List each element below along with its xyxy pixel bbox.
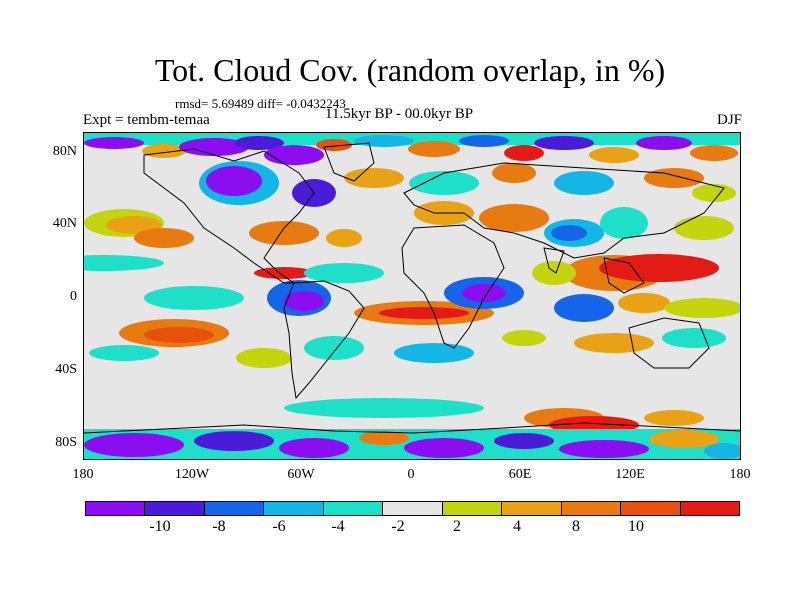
colorbar-segment [442,502,503,515]
tropical-anomaly [84,254,740,325]
southeast-asia-outline [603,257,645,294]
australia-outline [628,317,710,369]
colorbar-segment [323,502,384,515]
lat-label-80s: 80S [55,435,77,450]
southern-subtropical-anomaly [89,319,726,368]
experiment-label: Expt = tembm-temaa [83,112,210,128]
rmsd-diff-stats: rmsd= 5.69489 diff= -0.0432243 [175,96,346,111]
lat-label-40n: 40N [52,216,77,231]
southern-ocean-anomaly [84,398,740,459]
lon-label-60w: 60W [287,467,315,482]
colorbar-label-neg4: -4 [331,518,345,535]
colorbar-segment [621,502,681,515]
north-america-outline [143,148,315,284]
colorbar [85,501,740,516]
colorbar-segment [502,502,562,515]
india-outline [543,247,565,274]
lat-label-80n: 80N [52,144,77,159]
lat-label-equator: 0 [70,289,77,304]
colorbar-label-8: 8 [572,518,580,535]
colorbar-label-4: 4 [513,518,521,535]
lon-label-180w: 180 [72,467,94,482]
greenland-outline [323,142,375,182]
lat-label-40s: 40S [55,362,77,377]
colorbar-segment [264,502,324,515]
colorbar-segment [86,502,146,515]
lon-label-120w: 120W [174,467,210,482]
period-label: 11.5kyr BP - 00.0kyr BP [325,106,474,122]
lon-label-60e: 60E [508,467,532,482]
world-map-panel [83,132,741,460]
northern-midlatitude-anomaly [84,201,734,248]
europe-asia-outline [403,162,725,259]
lon-label-0: 0 [407,467,415,482]
colorbar-label-10: 10 [628,518,644,535]
colorbar-segment [383,502,443,515]
south-america-outline [283,280,365,400]
colorbar-segment [680,502,739,515]
cloud-cover-difference-map [84,133,740,459]
africa-outline [401,224,505,349]
season-label: DJF [716,112,742,128]
colorbar-label-neg8: -8 [212,518,226,535]
lon-label-120e: 120E [615,467,645,482]
colorbar-label-2: 2 [453,518,461,535]
antarctica-outline [84,422,740,434]
plot-title: Tot. Cloud Cov. (random overlap, in %) [154,52,666,88]
colorbar-label-neg10: -10 [149,518,171,535]
colorbar-segment [561,502,622,515]
lon-label-180e: 180 [729,467,751,482]
colorbar-segment [204,502,265,515]
colorbar-segment [145,502,205,515]
coastlines [84,142,740,434]
colorbar-label-neg2: -2 [391,518,405,535]
colorbar-label-neg6: -6 [272,518,286,535]
north-atlantic-anomaly [199,161,736,207]
